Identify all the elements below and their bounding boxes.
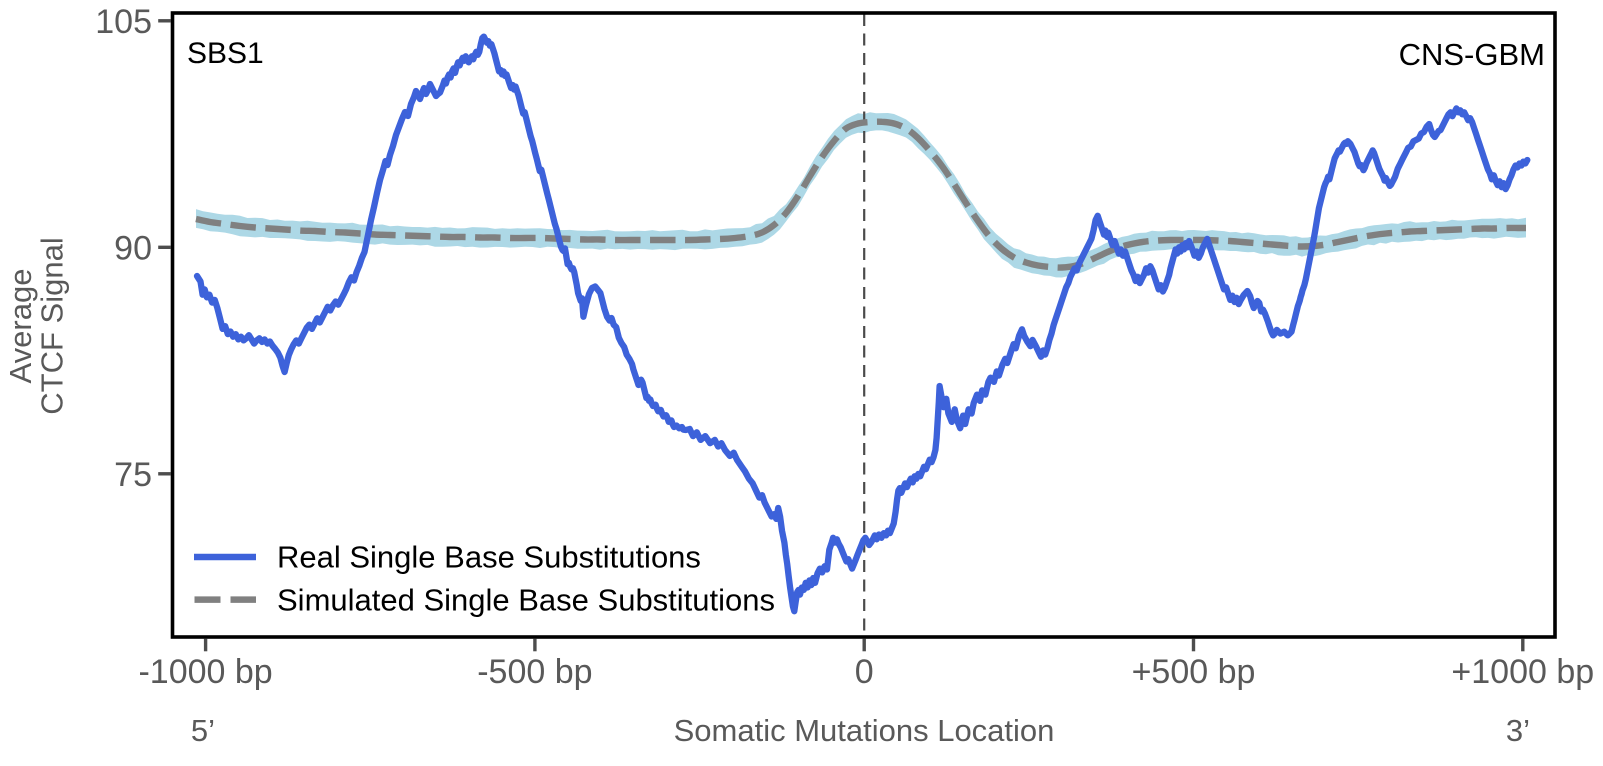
svg-text:Somatic Mutations Location: Somatic Mutations Location [674, 713, 1055, 748]
svg-text:Real Single Base Substitutions: Real Single Base Substitutions [277, 540, 701, 575]
svg-text:CTCF Signal: CTCF Signal [35, 237, 70, 414]
svg-text:75: 75 [114, 456, 152, 494]
svg-text:+500 bp: +500 bp [1132, 653, 1256, 691]
svg-text:5’: 5’ [191, 713, 215, 748]
svg-text:Average: Average [3, 269, 38, 384]
svg-text:0: 0 [855, 653, 874, 691]
svg-text:Simulated Single Base Substitu: Simulated Single Base Substitutions [277, 583, 775, 618]
svg-text:3’: 3’ [1506, 713, 1530, 748]
svg-text:90: 90 [114, 229, 152, 267]
svg-text:CNS-GBM: CNS-GBM [1399, 37, 1545, 72]
svg-text:-1000 bp: -1000 bp [138, 653, 272, 691]
svg-text:105: 105 [95, 3, 152, 41]
svg-text:SBS1: SBS1 [187, 37, 264, 70]
svg-text:+1000 bp: +1000 bp [1451, 653, 1594, 691]
svg-text:-500 bp: -500 bp [477, 653, 592, 691]
